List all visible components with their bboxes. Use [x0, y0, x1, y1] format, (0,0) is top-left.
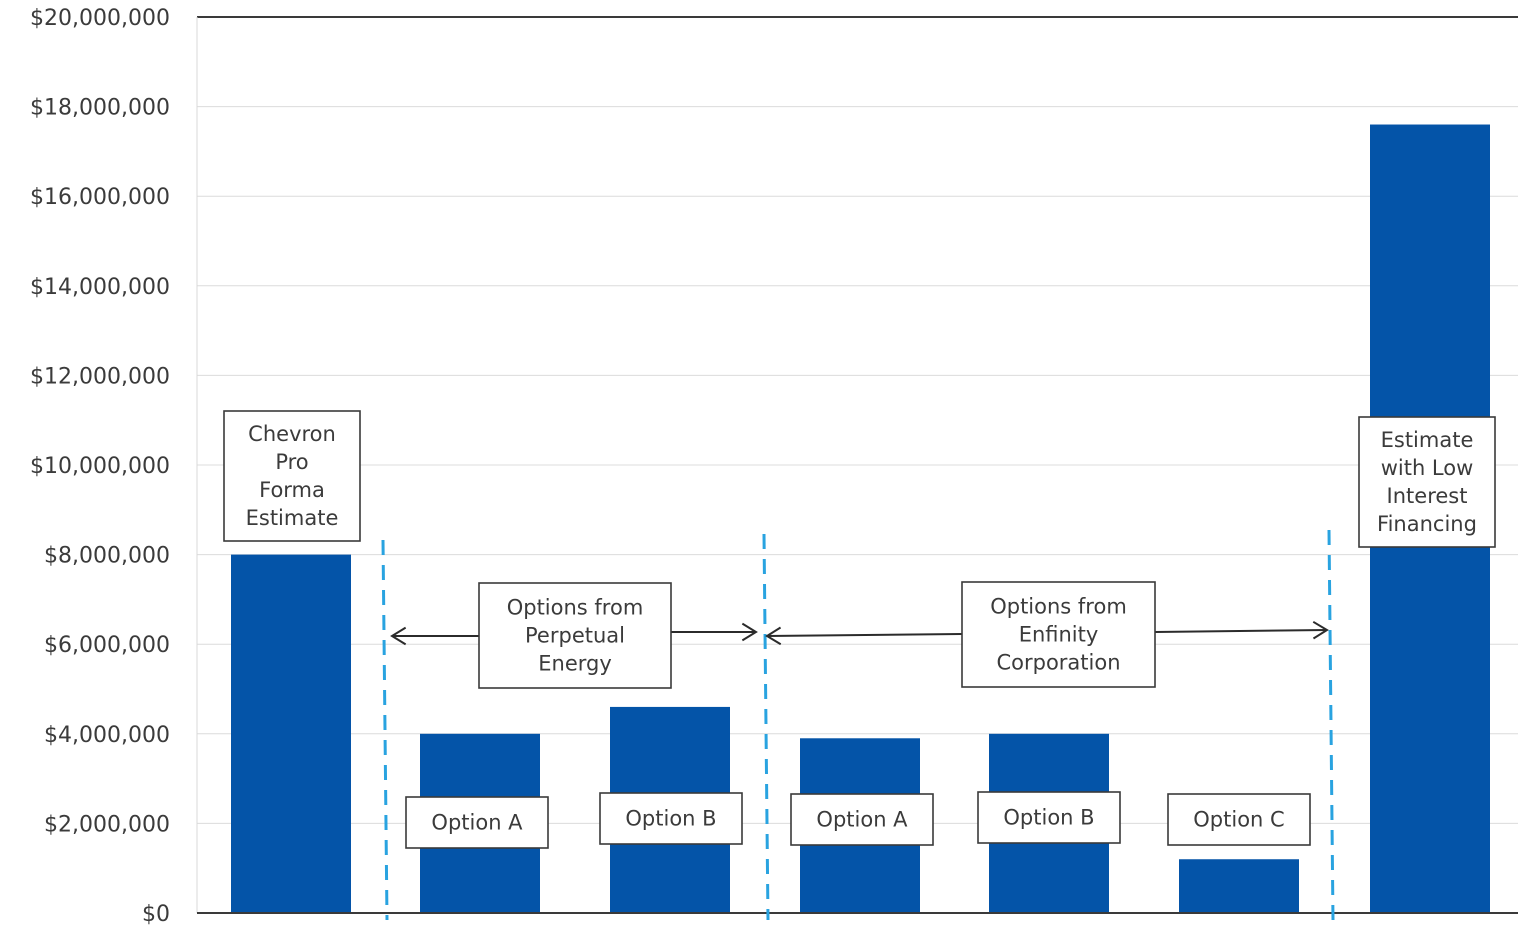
y-tick-label: $20,000,000	[30, 6, 170, 31]
bar-label-box	[599, 792, 743, 845]
bar-label-text: Estimate	[1381, 428, 1474, 452]
bar-label-box	[1358, 416, 1496, 548]
bar-label-text: Option A	[431, 811, 523, 835]
group-arrow	[1154, 629, 1328, 633]
gridlines	[197, 106, 1518, 824]
group-label-text: Options from	[507, 596, 644, 620]
group-divider	[762, 533, 770, 921]
bar-label-text: Estimate	[246, 506, 339, 530]
arrowhead	[390, 626, 407, 646]
group-label-text: Energy	[538, 652, 612, 676]
bar-label-text: Chevron	[248, 422, 336, 446]
bar-label-text: Option B	[1003, 806, 1094, 830]
bar-label-text: Option C	[1193, 808, 1284, 832]
y-tick-label: $16,000,000	[30, 185, 170, 210]
arrowhead	[741, 622, 758, 642]
y-tick-label: $4,000,000	[44, 723, 170, 748]
group-label-text: Options from	[990, 595, 1127, 619]
axes	[196, 16, 1518, 914]
group-label-text: Perpetual	[525, 624, 625, 648]
bar	[231, 554, 351, 913]
group-label-text: Corporation	[996, 651, 1120, 675]
group-divider	[381, 539, 389, 921]
bar-labels: Chevron Pro Forma Estimate Option A Option B O…	[223, 410, 1496, 849]
bar-label-text: Interest	[1387, 484, 1468, 508]
bar-label-text: Option B	[625, 807, 716, 831]
bar-label-box	[977, 791, 1121, 844]
group-dividers	[381, 529, 1335, 921]
y-tick-label: $14,000,000	[30, 275, 170, 300]
group-arrows	[390, 620, 1329, 646]
group-label-box	[961, 581, 1156, 688]
bar-label-text: Financing	[1377, 512, 1477, 536]
arrowhead	[1312, 620, 1329, 640]
bar-label-text: with Low	[1381, 456, 1474, 480]
y-tick-label: $10,000,000	[30, 454, 170, 479]
bar-label-box	[223, 410, 361, 542]
arrowhead	[765, 626, 782, 646]
group-arrow	[766, 633, 963, 637]
bar-label-box	[790, 793, 934, 846]
bar-label-box	[405, 796, 549, 849]
y-tick-label: $18,000,000	[30, 96, 170, 121]
y-tick-label: $6,000,000	[44, 633, 170, 658]
y-tick-label: $2,000,000	[44, 812, 170, 837]
group-label-text: Enfinity	[1019, 623, 1099, 647]
bar-label-text: Pro	[275, 450, 308, 474]
bar-label-text: Forma	[259, 478, 325, 502]
y-tick-label: $0	[142, 902, 170, 927]
group-label-box	[478, 582, 672, 689]
y-tick-label: $8,000,000	[44, 544, 170, 569]
y-tick-labels: $0 $2,000,000 $4,000,000 $6,000,000 $8,000,0…	[30, 6, 170, 927]
y-tick-label: $12,000,000	[30, 364, 170, 389]
group-divider	[1327, 529, 1335, 921]
bar	[1179, 859, 1299, 913]
bar-label-text: Option A	[816, 808, 908, 832]
bar-label-box	[1167, 793, 1311, 846]
